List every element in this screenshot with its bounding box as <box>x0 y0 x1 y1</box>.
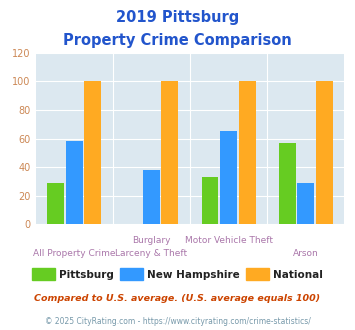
Text: Compared to U.S. average. (U.S. average equals 100): Compared to U.S. average. (U.S. average … <box>34 294 321 303</box>
Bar <box>220 131 237 224</box>
Text: Larceny & Theft: Larceny & Theft <box>115 249 187 258</box>
Text: All Property Crime: All Property Crime <box>33 249 115 258</box>
Bar <box>47 183 64 224</box>
Text: Property Crime Comparison: Property Crime Comparison <box>63 33 292 48</box>
Text: Motor Vehicle Theft: Motor Vehicle Theft <box>185 236 273 245</box>
Text: Burglary: Burglary <box>132 236 170 245</box>
Bar <box>66 142 83 224</box>
Bar <box>279 143 296 224</box>
Bar <box>84 82 101 224</box>
Bar <box>162 82 178 224</box>
Text: © 2025 CityRating.com - https://www.cityrating.com/crime-statistics/: © 2025 CityRating.com - https://www.city… <box>45 317 310 326</box>
Bar <box>143 170 160 224</box>
Bar <box>239 82 256 224</box>
Bar <box>202 177 218 224</box>
Bar <box>316 82 333 224</box>
Legend: Pittsburg, New Hampshire, National: Pittsburg, New Hampshire, National <box>28 264 327 284</box>
Bar <box>297 183 314 224</box>
Text: 2019 Pittsburg: 2019 Pittsburg <box>116 10 239 25</box>
Text: Arson: Arson <box>293 249 319 258</box>
